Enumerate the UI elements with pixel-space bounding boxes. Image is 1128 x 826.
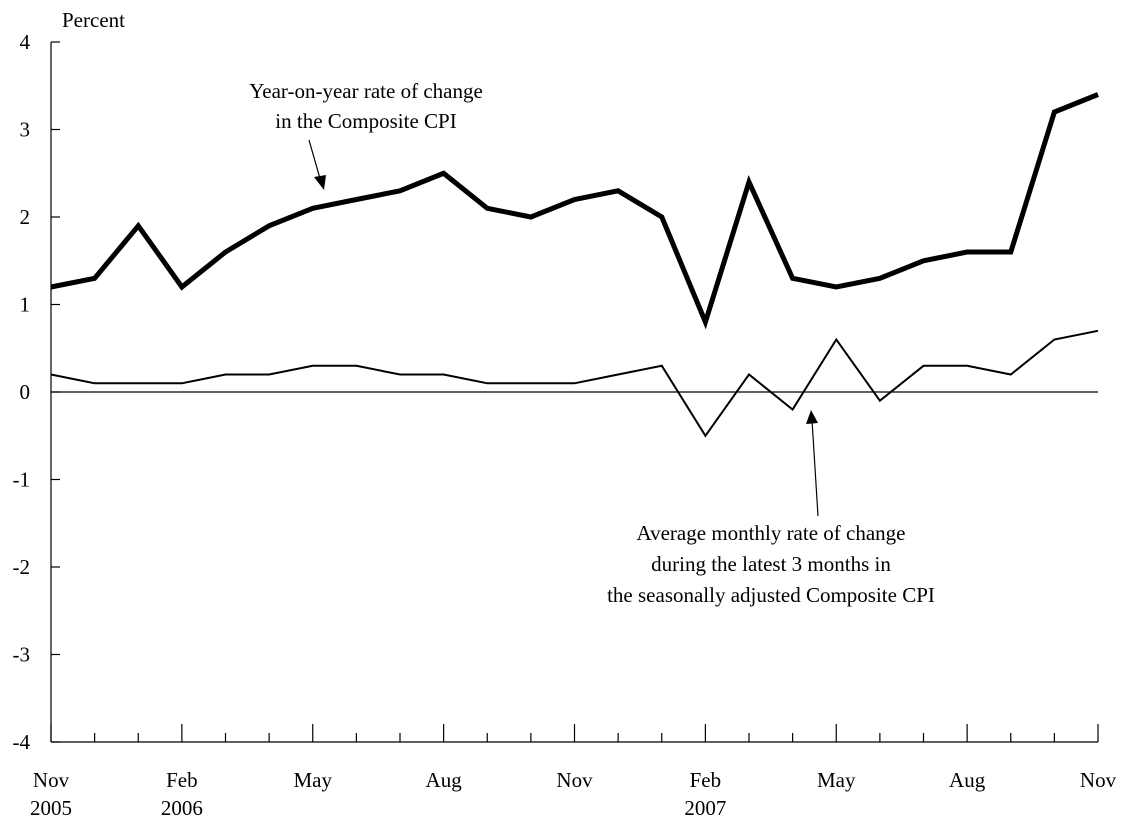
annotation-arrow-line — [308, 139, 322, 183]
x-tick-year-label: 2005 — [30, 796, 72, 820]
y-tick-label: -1 — [13, 468, 31, 492]
x-tick-label: Nov — [1080, 768, 1117, 792]
x-tick-labels: Nov 2005 Feb 2006 May Aug Nov Feb 2007 May Aug Nov — [30, 768, 1117, 820]
x-tick-label-group: Feb 2006 — [161, 768, 203, 820]
y-tick-labels: 4 3 2 1 0 -1 -2 -3 -4 — [13, 30, 31, 754]
x-tick-label: May — [817, 768, 856, 792]
series-line-year-on-year — [50, 92, 1099, 330]
y-tick-label: 1 — [20, 293, 31, 317]
x-tick-label-group: Nov — [556, 768, 593, 792]
axes — [50, 41, 1099, 743]
annotation-text: in the Composite CPI — [275, 109, 456, 133]
x-tick-label: Nov — [556, 768, 593, 792]
arrow-head-icon — [806, 410, 818, 424]
y-tick-label: 2 — [20, 205, 31, 229]
annotations: Year-on-year rate of change in the Compos… — [249, 79, 935, 607]
y-tick-label: 0 — [20, 380, 31, 404]
x-tick-label-group: Aug — [426, 768, 463, 792]
x-tick-label-group: Feb 2007 — [684, 768, 726, 820]
x-tick-year-label: 2006 — [161, 796, 203, 820]
y-tick-label: -2 — [13, 555, 31, 579]
annotation-text: the seasonally adjusted Composite CPI — [607, 583, 935, 607]
y-tick-label: 3 — [20, 118, 31, 142]
annotation-year-on-year: Year-on-year rate of change in the Compos… — [249, 79, 483, 190]
x-tick-label: Feb — [166, 768, 198, 792]
x-tick-year-label: 2007 — [684, 796, 726, 820]
annotation-monthly-average: Average monthly rate of change during the… — [607, 410, 935, 607]
x-tick-label-group: May — [294, 768, 333, 792]
y-axis-label: Percent — [62, 8, 125, 32]
series-lines — [50, 92, 1099, 438]
annotation-text: Year-on-year rate of change — [249, 79, 483, 103]
x-tick-label: Nov — [33, 768, 70, 792]
series-line-monthly-average — [50, 329, 1099, 438]
x-tick-label-group: May — [817, 768, 856, 792]
y-tick-label: -3 — [13, 643, 31, 667]
y-tick-label: 4 — [20, 30, 31, 54]
annotation-text: during the latest 3 months in — [651, 552, 891, 576]
x-tick-label-group: Aug — [949, 768, 986, 792]
x-tick-label-group: Nov — [1080, 768, 1117, 792]
annotation-arrow-line — [811, 419, 819, 517]
x-tick-label-group: Nov 2005 — [30, 768, 72, 820]
x-tick-label: Feb — [690, 768, 722, 792]
x-tick-label: Aug — [426, 768, 463, 792]
x-tick-label: Aug — [949, 768, 986, 792]
x-tick-label: May — [294, 768, 333, 792]
annotation-text: Average monthly rate of change — [637, 521, 906, 545]
arrow-head-icon — [314, 175, 326, 190]
y-tick-label: -4 — [13, 730, 31, 754]
